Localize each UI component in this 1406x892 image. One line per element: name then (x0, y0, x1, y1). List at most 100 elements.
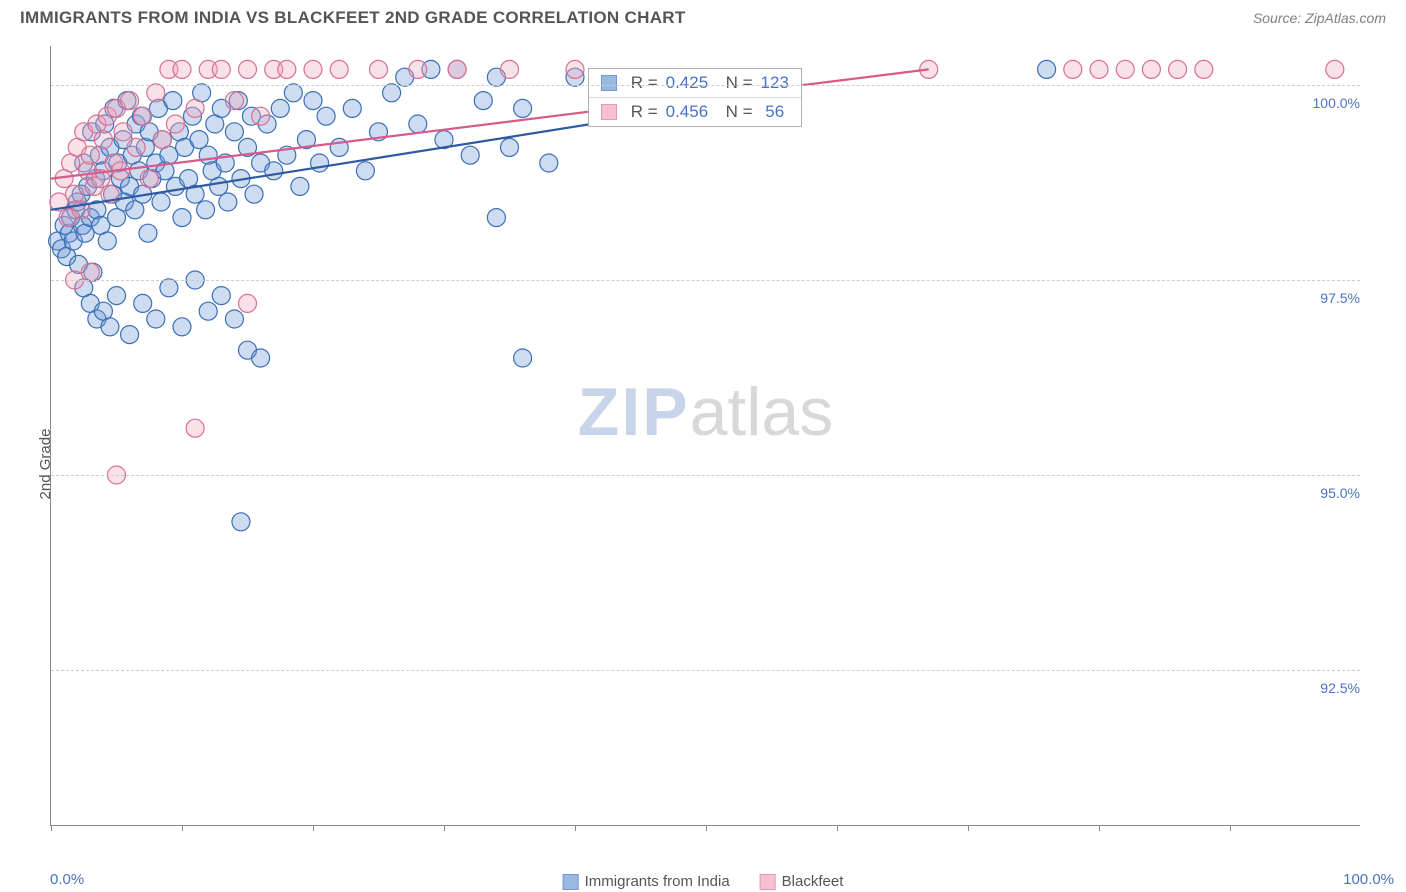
scatter-point (271, 99, 289, 117)
scatter-point (317, 107, 335, 125)
scatter-point (98, 232, 116, 250)
stat-label: R = (631, 73, 658, 93)
x-tick (575, 825, 576, 831)
scatter-point (134, 107, 152, 125)
chart-title: IMMIGRANTS FROM INDIA VS BLACKFEET 2ND G… (20, 8, 686, 28)
scatter-point (81, 146, 99, 164)
scatter-point (1195, 60, 1213, 78)
scatter-point (199, 302, 217, 320)
scatter-point (114, 123, 132, 141)
stat-r: 0.456 (666, 102, 709, 122)
y-tick-label: 97.5% (1318, 290, 1362, 306)
scatter-point (278, 60, 296, 78)
scatter-point (219, 193, 237, 211)
scatter-point (356, 162, 374, 180)
gridline (51, 670, 1360, 671)
scatter-point (501, 60, 519, 78)
scatter-svg (51, 46, 1360, 825)
scatter-point (448, 60, 466, 78)
legend-label: Blackfeet (782, 873, 844, 890)
stat-label: N = (716, 102, 752, 122)
x-tick (1099, 825, 1100, 831)
scatter-point (94, 131, 112, 149)
scatter-point (291, 177, 309, 195)
scatter-point (252, 349, 270, 367)
scatter-point (514, 99, 532, 117)
scatter-point (108, 287, 126, 305)
scatter-point (190, 131, 208, 149)
legend-item: Immigrants from India (563, 873, 730, 890)
y-tick-label: 95.0% (1318, 485, 1362, 501)
scatter-point (487, 209, 505, 227)
scatter-point (1169, 60, 1187, 78)
scatter-point (152, 193, 170, 211)
x-tick (444, 825, 445, 831)
gridline (51, 475, 1360, 476)
legend-swatch (760, 874, 776, 890)
scatter-point (304, 60, 322, 78)
x-tick (968, 825, 969, 831)
stat-r: 0.425 (666, 73, 709, 93)
stat-n: 56 (761, 102, 785, 122)
x-tick (706, 825, 707, 831)
scatter-point (139, 224, 157, 242)
stat-label: R = (631, 102, 658, 122)
scatter-point (210, 177, 228, 195)
series-swatch (601, 75, 617, 91)
scatter-point (166, 115, 184, 133)
legend-item: Blackfeet (760, 873, 844, 890)
scatter-point (186, 99, 204, 117)
scatter-point (239, 60, 257, 78)
scatter-point (225, 123, 243, 141)
scatter-point (1326, 60, 1344, 78)
y-tick-label: 100.0% (1311, 95, 1362, 111)
x-min-label: 0.0% (50, 871, 84, 888)
y-tick-label: 92.5% (1318, 680, 1362, 696)
scatter-point (225, 92, 243, 110)
stat-label: N = (716, 73, 752, 93)
scatter-point (474, 92, 492, 110)
x-tick (1230, 825, 1231, 831)
stats-row: R = 0.456 N = 56 (589, 97, 801, 126)
scatter-point (284, 84, 302, 102)
scatter-point (566, 60, 584, 78)
scatter-point (1038, 60, 1056, 78)
gridline (51, 85, 1360, 86)
scatter-point (252, 107, 270, 125)
stats-row: R = 0.425 N = 123 (589, 69, 801, 97)
scatter-point (153, 131, 171, 149)
scatter-point (265, 162, 283, 180)
x-tick (837, 825, 838, 831)
x-max-label: 100.0% (1343, 871, 1394, 888)
scatter-point (147, 84, 165, 102)
scatter-point (197, 201, 215, 219)
scatter-point (173, 318, 191, 336)
stat-n: 123 (761, 73, 789, 93)
scatter-point (383, 84, 401, 102)
scatter-point (212, 60, 230, 78)
scatter-point (225, 310, 243, 328)
scatter-point (1090, 60, 1108, 78)
scatter-point (121, 326, 139, 344)
scatter-point (540, 154, 558, 172)
legend-swatch (563, 874, 579, 890)
scatter-point (173, 60, 191, 78)
x-tick (51, 825, 52, 831)
scatter-point (245, 185, 263, 203)
scatter-point (311, 154, 329, 172)
scatter-point (343, 99, 361, 117)
legend: Immigrants from India Blackfeet (563, 873, 844, 890)
scatter-point (186, 419, 204, 437)
scatter-point (409, 115, 427, 133)
scatter-point (164, 92, 182, 110)
scatter-point (212, 287, 230, 305)
scatter-point (370, 60, 388, 78)
x-tick (313, 825, 314, 831)
scatter-point (127, 138, 145, 156)
scatter-point (409, 60, 427, 78)
scatter-point (1116, 60, 1134, 78)
scatter-point (330, 60, 348, 78)
legend-label: Immigrants from India (585, 873, 730, 890)
scatter-point (461, 146, 479, 164)
scatter-point (239, 294, 257, 312)
